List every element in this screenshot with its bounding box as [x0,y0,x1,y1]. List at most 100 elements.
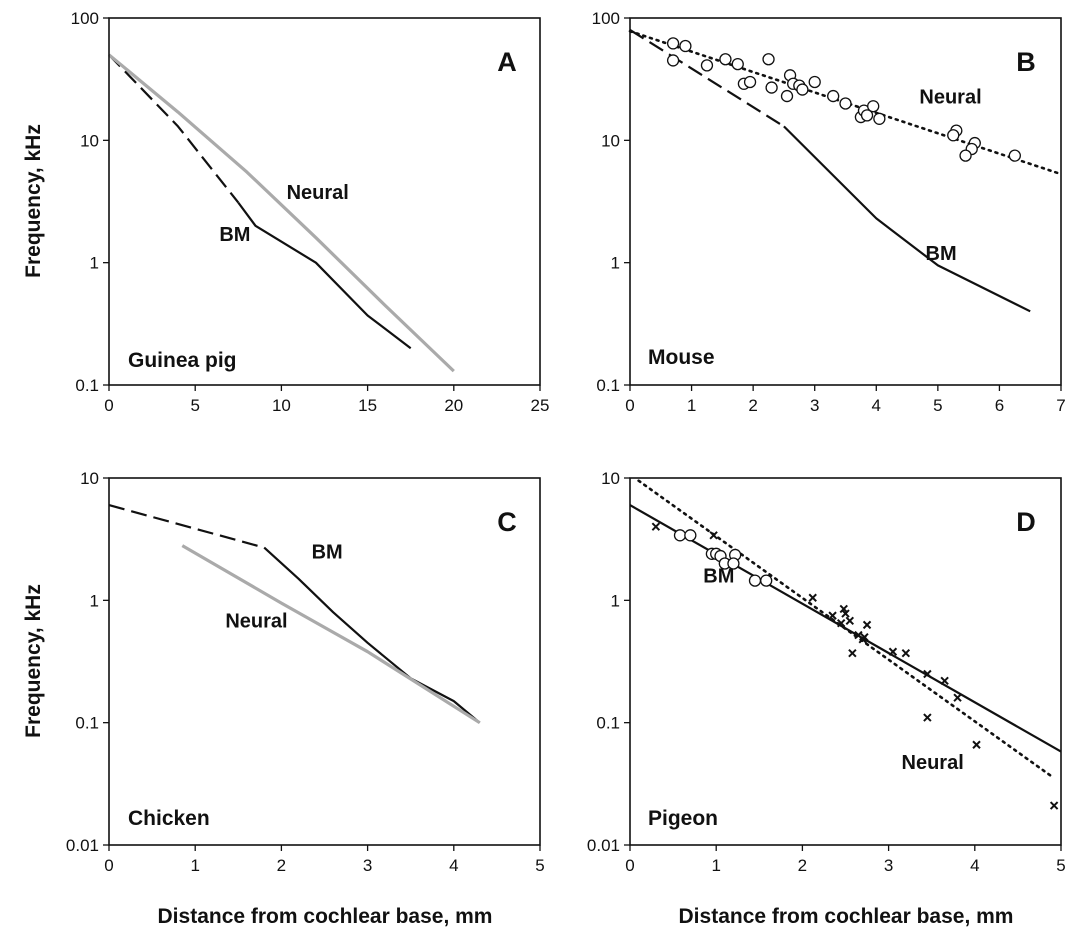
panel-d-neural-cross-point [836,619,846,628]
panel-c-y-tick-label: 0.01 [66,836,99,855]
panel-c-annotation-neural: Neural [225,610,287,632]
panel-d-x-tick-label: 1 [711,856,720,875]
panel-c-marks [108,504,481,725]
panel-d-neural-cross-point [940,676,949,685]
panel-b-neural-data-point [743,75,757,89]
panel-d-neural-cross-point [923,713,932,722]
panel-a-x-tick-label: 5 [190,396,199,415]
panel-b-neural-data-point [796,83,809,96]
panel-d-y-tick-label: 0.01 [587,836,620,855]
panel-c-letter: C [497,507,517,537]
panel-c-frame [108,477,541,846]
panel-b-neural-data-point [700,59,714,72]
panel-b-bm-solid-line [783,125,1031,313]
panel-c-x-tick-label: 0 [104,856,113,875]
panel-b-y-tick-label: 1 [611,254,620,273]
panel-b-neural-data-point [839,97,852,110]
panel-d-neural-cross-point [839,604,848,614]
panel-d-species-label: Pigeon [648,807,718,830]
panel-d-bm-data-point [760,574,773,587]
panel-d-neural-cross-point [828,611,837,620]
panel-a-x-tick-label: 20 [444,396,463,415]
panel-b-bm-dashed-line [629,28,785,128]
x-axis-title-right: Distance from cochlear base, mm [679,905,1014,928]
panel-b-neural-data-point [860,109,874,122]
panel-d-neural-cross-point [808,593,817,602]
panel-b-neural-data-point [959,149,972,162]
panel-d-bm-data-point [684,529,697,542]
panel-d-neural-cross-point [841,609,850,618]
panel-b-ticks: 0 1 2 3 4 5 6 7 0.1 1 10 100 [592,9,1066,415]
panel-d-neural-dotted-line [637,479,1054,779]
panel-d-x-tick-label: 2 [798,856,807,875]
panel-c-neural-solid-line [181,544,481,725]
panel-b-annotation-neural: Neural [919,87,981,109]
panel-b-x-tick-label: 3 [810,396,819,415]
panel-a-species-label: Guinea pig [128,349,237,372]
panel-d-neural-cross-point [860,632,869,642]
panel-a-annotation-bm: BM [219,224,250,246]
panel-d-neural-cross-point [848,648,857,658]
panel-d-y-tick-label: 10 [601,469,620,488]
panel-d-bm-data-point [727,557,740,570]
panel-d-marks [629,479,1062,810]
panel-b-neural-data-point [765,81,778,94]
panel-d-frame [629,477,1062,846]
panel-b-y-tick-label: 100 [592,9,620,28]
panel-b-neural-data-point [780,89,794,103]
panel-a-x-tick-label: 0 [104,396,113,415]
panel-a-frame [108,17,541,386]
panel-c-bm-dashed-line [108,504,265,549]
panel-c-x-tick-label: 2 [277,856,286,875]
panel-a-neural-solid-line [107,53,455,373]
panel-a-ticks: 0 5 10 15 20 25 0.1 1 10 100 [71,9,550,415]
panel-a-marks [107,53,455,373]
panel-d-neural-cross-point [651,522,661,531]
panel-b-x-tick-label: 7 [1056,396,1065,415]
panel-b-neural-data-point [873,112,886,125]
panel-c-x-tick-label: 5 [535,856,544,875]
panel-b-x-tick-label: 6 [995,396,1004,415]
panel-c-y-tick-label: 10 [80,469,99,488]
panel-c-bm-solid-line [263,546,481,724]
panel-b-neural-data-point [666,54,680,67]
panel-d-x-tick-label: 0 [625,856,634,875]
y-axis-title-top: Frequency, kHz [22,124,45,278]
panel-b-neural-data-point [947,129,960,142]
panel-b-neural-data-point [679,39,692,53]
panel-d-neural-cross-point [888,647,898,656]
panel-d-bm-data-point [673,529,687,542]
panel-d-neural-cross-point [953,693,962,702]
panel-d-letter: D [1016,507,1036,537]
panel-c-annotation-bm: BM [312,541,343,563]
panel-a-x-tick-label: 10 [272,396,291,415]
panel-d-neural-cross-point [1049,801,1059,810]
panel-b-neural-data-point [666,37,680,50]
panel-a-y-tick-label: 0.1 [75,376,99,395]
panel-d-bm-data-point [748,574,762,587]
panel-d-x-tick-label: 3 [884,856,893,875]
panel-c-ticks: 0 1 2 3 4 5 0.01 0.1 1 10 [66,469,545,875]
panel-b-neural-data-point [719,53,732,66]
x-axis-title-left: Distance from cochlear base, mm [158,905,493,928]
panel-b-neural-data-point [1008,149,1021,162]
panel-b-y-tick-label: 10 [601,131,620,150]
panel-b-neural-data-point [731,57,744,71]
panel-d-neural-cross-point [901,648,911,658]
y-axis-title-bottom: Frequency, kHz [22,584,45,738]
panel-b-x-tick-label: 4 [872,396,881,415]
panel-d: 0 1 2 3 4 5 0.01 0.1 1 10 D Pigeon BM Neural [587,469,1066,875]
panel-b-neural-data-point [867,100,880,113]
panel-b-species-label: Mouse [648,346,715,369]
panel-b-letter: B [1016,47,1036,77]
panel-d-annotation-neural: Neural [902,752,964,774]
panel-b: 0 1 2 3 4 5 6 7 0.1 1 10 100 B Mouse Neural BM [592,9,1066,415]
panel-b-y-tick-label: 0.1 [596,376,620,395]
panel-b-x-tick-label: 0 [625,396,634,415]
panel-b-frame [629,17,1062,386]
panel-d-x-tick-label: 5 [1056,856,1065,875]
panel-b-marks [628,28,1063,313]
panel-a-x-tick-label: 15 [358,396,377,415]
panel-b-neural-data-point [808,75,821,89]
